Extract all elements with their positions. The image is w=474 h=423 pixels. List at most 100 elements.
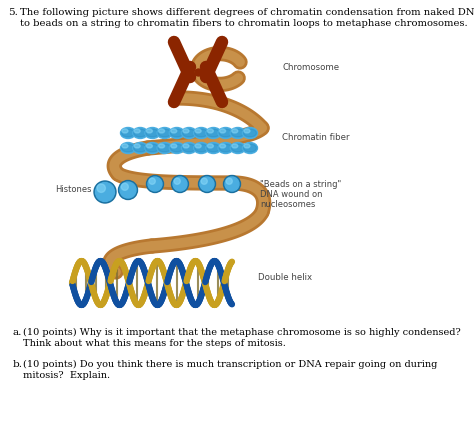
- Ellipse shape: [170, 144, 183, 152]
- Ellipse shape: [183, 144, 189, 148]
- Text: Chromatin fiber: Chromatin fiber: [282, 134, 349, 143]
- Ellipse shape: [231, 144, 244, 152]
- Circle shape: [225, 177, 239, 191]
- Ellipse shape: [183, 129, 189, 133]
- Ellipse shape: [218, 143, 233, 154]
- Ellipse shape: [207, 129, 220, 137]
- Ellipse shape: [182, 144, 195, 152]
- Ellipse shape: [169, 143, 184, 154]
- Ellipse shape: [159, 129, 164, 133]
- Ellipse shape: [158, 144, 171, 152]
- Text: Histones: Histones: [55, 186, 91, 195]
- Ellipse shape: [146, 144, 153, 148]
- Circle shape: [95, 182, 115, 201]
- Ellipse shape: [159, 144, 164, 148]
- Ellipse shape: [133, 143, 148, 154]
- Ellipse shape: [219, 144, 226, 148]
- Circle shape: [201, 178, 207, 184]
- Ellipse shape: [122, 144, 128, 148]
- Ellipse shape: [195, 129, 201, 133]
- Ellipse shape: [134, 129, 146, 137]
- Ellipse shape: [171, 144, 177, 148]
- Ellipse shape: [169, 127, 184, 138]
- Text: 5.: 5.: [8, 8, 18, 17]
- Text: Chromosome: Chromosome: [283, 63, 340, 71]
- Circle shape: [226, 178, 232, 184]
- Ellipse shape: [232, 144, 238, 148]
- Ellipse shape: [121, 129, 135, 137]
- Ellipse shape: [182, 143, 197, 154]
- Ellipse shape: [207, 144, 220, 152]
- Text: (10 points) Why is it important that the metaphase chromosome is so highly conde: (10 points) Why is it important that the…: [23, 328, 461, 337]
- Text: DNA wound on: DNA wound on: [260, 190, 322, 199]
- Ellipse shape: [231, 129, 244, 137]
- Circle shape: [200, 177, 214, 191]
- Circle shape: [121, 183, 128, 190]
- Ellipse shape: [146, 144, 159, 152]
- Ellipse shape: [157, 127, 172, 138]
- Ellipse shape: [145, 127, 160, 138]
- Ellipse shape: [243, 143, 257, 154]
- Circle shape: [149, 178, 155, 184]
- Ellipse shape: [120, 143, 136, 154]
- Text: nucleosomes: nucleosomes: [260, 200, 315, 209]
- Ellipse shape: [170, 129, 183, 137]
- Ellipse shape: [157, 143, 172, 154]
- Circle shape: [146, 176, 164, 192]
- Text: to beads on a string to chromatin fibers to chromatin loops to metaphase chromos: to beads on a string to chromatin fibers…: [20, 19, 468, 28]
- Circle shape: [94, 181, 116, 203]
- Circle shape: [148, 177, 162, 191]
- Ellipse shape: [182, 129, 195, 137]
- Ellipse shape: [194, 127, 209, 138]
- Text: b.: b.: [13, 360, 23, 369]
- Ellipse shape: [158, 129, 171, 137]
- Ellipse shape: [122, 129, 128, 133]
- Ellipse shape: [219, 129, 226, 133]
- Ellipse shape: [146, 129, 159, 137]
- Ellipse shape: [195, 144, 208, 152]
- Ellipse shape: [121, 144, 135, 152]
- Ellipse shape: [244, 144, 250, 148]
- Ellipse shape: [243, 127, 257, 138]
- Ellipse shape: [206, 143, 221, 154]
- Text: Think about what this means for the steps of mitosis.: Think about what this means for the step…: [23, 339, 286, 348]
- Text: mitosis?  Explain.: mitosis? Explain.: [23, 371, 110, 380]
- Ellipse shape: [208, 129, 213, 133]
- Text: "Beads on a string": "Beads on a string": [260, 180, 341, 189]
- Ellipse shape: [219, 129, 232, 137]
- Text: Double helix: Double helix: [258, 274, 312, 283]
- Ellipse shape: [120, 127, 136, 138]
- Circle shape: [173, 177, 187, 191]
- Ellipse shape: [244, 129, 256, 137]
- Ellipse shape: [134, 144, 140, 148]
- Circle shape: [199, 176, 216, 192]
- Ellipse shape: [244, 144, 256, 152]
- Ellipse shape: [182, 127, 197, 138]
- Ellipse shape: [145, 143, 160, 154]
- Text: The following picture shows different degrees of chromatin condensation from nak: The following picture shows different de…: [20, 8, 474, 17]
- Ellipse shape: [232, 129, 238, 133]
- Ellipse shape: [230, 127, 246, 138]
- Circle shape: [97, 184, 105, 192]
- Text: a.: a.: [13, 328, 22, 337]
- Circle shape: [172, 176, 189, 192]
- Ellipse shape: [219, 144, 232, 152]
- Ellipse shape: [195, 144, 201, 148]
- Ellipse shape: [218, 127, 233, 138]
- Ellipse shape: [134, 129, 140, 133]
- Ellipse shape: [206, 127, 221, 138]
- Ellipse shape: [230, 143, 246, 154]
- Ellipse shape: [244, 129, 250, 133]
- Circle shape: [120, 182, 136, 198]
- Circle shape: [174, 178, 180, 184]
- Ellipse shape: [208, 144, 213, 148]
- Circle shape: [224, 176, 240, 192]
- Ellipse shape: [133, 127, 148, 138]
- Circle shape: [118, 181, 137, 200]
- Ellipse shape: [171, 129, 177, 133]
- Ellipse shape: [134, 144, 146, 152]
- Ellipse shape: [194, 143, 209, 154]
- Ellipse shape: [195, 129, 208, 137]
- Text: (10 points) Do you think there is much transcription or DNA repair going on duri: (10 points) Do you think there is much t…: [23, 360, 438, 369]
- Ellipse shape: [146, 129, 153, 133]
